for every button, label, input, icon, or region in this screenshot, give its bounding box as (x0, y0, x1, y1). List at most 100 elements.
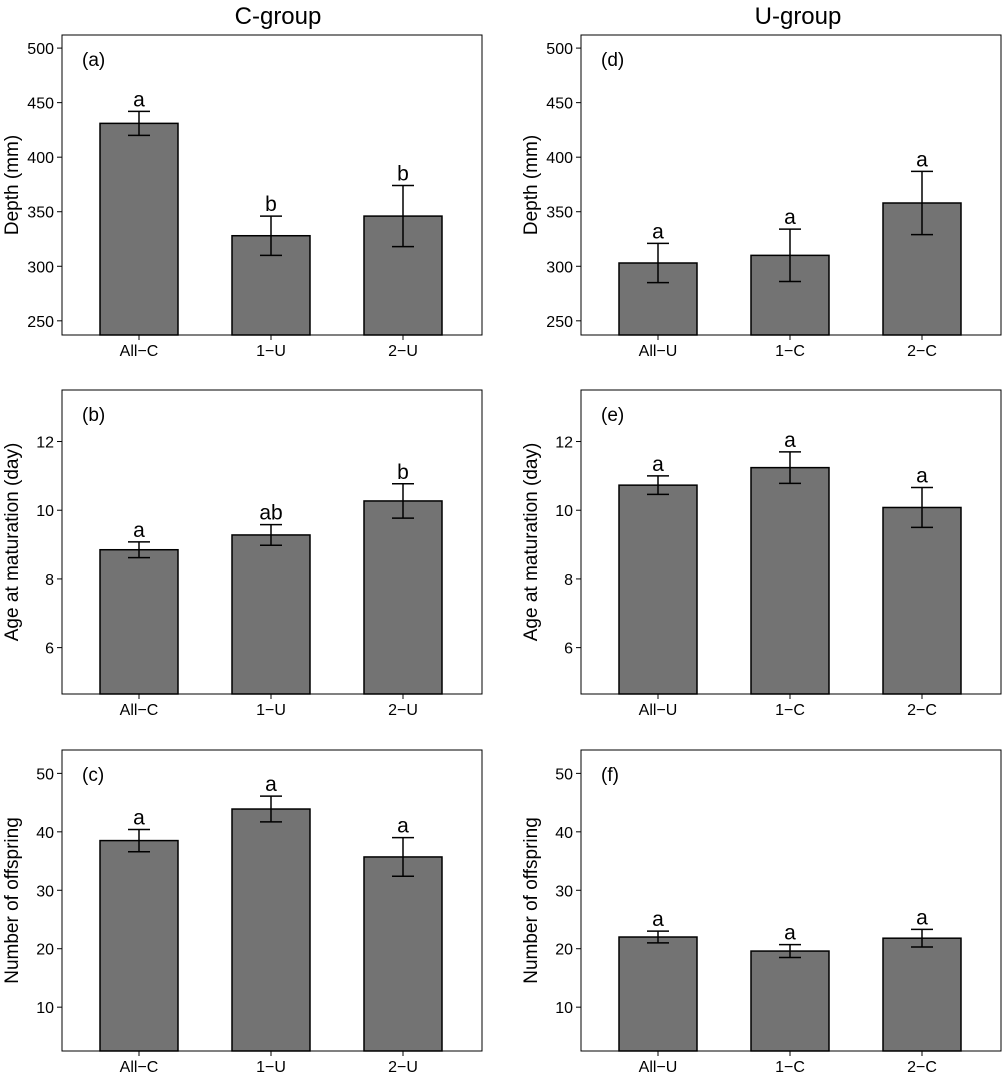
significance-letter: b (397, 461, 409, 484)
y-tick-label: 300 (27, 259, 54, 276)
y-tick-label: 250 (27, 314, 54, 331)
y-tick-label: 450 (27, 96, 54, 113)
significance-letter: b (265, 193, 277, 216)
y-tick-label: 250 (546, 314, 573, 331)
x-tick-label: 2−C (907, 1059, 937, 1074)
y-tick-label: 50 (36, 766, 54, 783)
y-tick-label: 30 (555, 883, 573, 900)
column-title-u-group: U-group (755, 3, 842, 30)
x-tick-label: All−U (639, 343, 678, 360)
x-tick-label: 1−C (775, 1059, 805, 1074)
x-tick-label: 1−C (775, 702, 805, 719)
y-tick-label: 10 (555, 1000, 573, 1017)
bar-0 (618, 484, 698, 695)
bar-0 (99, 548, 179, 695)
bar-0 (99, 839, 179, 1052)
x-tick-label: 2−C (907, 702, 937, 719)
y-axis-title: Number of offspring (2, 817, 23, 984)
y-tick-label: 40 (555, 825, 573, 842)
x-tick-label: 2−U (388, 702, 418, 719)
y-tick-label: 500 (546, 41, 573, 58)
panel-label: (a) (82, 50, 105, 71)
y-tick-label: 40 (36, 825, 54, 842)
significance-letter: a (784, 922, 796, 945)
significance-letter: a (916, 148, 928, 171)
significance-letter: a (133, 806, 145, 829)
y-axis-title: Depth (mm) (2, 135, 23, 235)
significance-letter: a (784, 206, 796, 229)
y-tick-label: 12 (36, 435, 54, 452)
bar-1 (750, 466, 830, 695)
significance-letter: b (397, 163, 409, 186)
y-axis-title: Number of offspring (521, 817, 542, 984)
significance-letter: a (652, 453, 664, 476)
panel-label: (d) (601, 50, 624, 71)
y-tick-label: 300 (546, 259, 573, 276)
y-tick-label: 20 (36, 942, 54, 959)
significance-letter: a (133, 88, 145, 111)
column-title-c-group: C-group (235, 3, 322, 30)
significance-letter: a (133, 519, 145, 542)
y-tick-label: 350 (546, 205, 573, 222)
y-tick-label: 500 (27, 41, 54, 58)
y-tick-label: 8 (45, 572, 54, 589)
y-tick-label: 6 (564, 641, 573, 658)
x-tick-label: 1−C (775, 343, 805, 360)
y-axis-title: Age at maturation (day) (2, 443, 23, 642)
y-tick-label: 450 (546, 96, 573, 113)
y-tick-label: 30 (36, 883, 54, 900)
significance-letter: a (916, 465, 928, 488)
panel-0: 250 300 350 400 450 500 Depth (mm) (a) a All−C b 1−… (2, 34, 483, 360)
x-tick-label: All−C (120, 1059, 159, 1074)
y-tick-label: 400 (546, 150, 573, 167)
y-axis-title: Depth (mm) (521, 135, 542, 235)
panel-label: (c) (82, 765, 104, 786)
significance-letter: a (652, 908, 664, 931)
panel-label: (b) (82, 405, 105, 426)
significance-letter: a (265, 773, 277, 796)
significance-letter: a (652, 220, 664, 243)
x-tick-label: 2−U (388, 1059, 418, 1074)
bar-1 (231, 808, 311, 1052)
bar-2 (882, 937, 962, 1052)
y-axis-title: Age at maturation (day) (521, 443, 542, 642)
y-tick-label: 400 (27, 150, 54, 167)
y-tick-label: 12 (555, 435, 573, 452)
significance-letter: a (397, 815, 409, 838)
bar-2 (363, 856, 443, 1052)
bar-0 (99, 122, 179, 336)
y-tick-label: 6 (45, 641, 54, 658)
x-tick-label: 1−U (256, 1059, 286, 1074)
x-tick-label: 1−U (256, 702, 286, 719)
y-tick-label: 8 (564, 572, 573, 589)
y-tick-label: 10 (36, 1000, 54, 1017)
significance-letter: a (916, 906, 928, 929)
panel-5: 10 20 30 40 50 Number of offspring (f) a All−U a 1… (521, 749, 1002, 1074)
bar-0 (618, 936, 698, 1052)
x-tick-label: 2−U (388, 343, 418, 360)
y-tick-label: 50 (555, 766, 573, 783)
x-tick-label: All−C (120, 702, 159, 719)
bar-2 (882, 506, 962, 695)
bar-1 (231, 534, 311, 695)
significance-letter: ab (259, 502, 282, 525)
x-tick-label: All−U (639, 1059, 678, 1074)
x-tick-label: 2−C (907, 343, 937, 360)
bar-1 (750, 950, 830, 1052)
panel-1: 6 8 10 12 Age at maturation (day) (b) a All−C ab… (2, 389, 483, 719)
panel-3: 250 300 350 400 450 500 Depth (mm) (d) a All−U a 1−… (521, 34, 1002, 360)
y-tick-label: 10 (36, 503, 54, 520)
panels: 250 300 350 400 450 500 Depth (mm) (a) a All−C b 1−… (2, 34, 1002, 1074)
y-tick-label: 350 (27, 205, 54, 222)
panel-label: (f) (601, 765, 619, 786)
panel-2: 10 20 30 40 50 Number of offspring (c) a All−C a 1… (2, 749, 483, 1074)
bar-2 (363, 500, 443, 695)
y-tick-label: 20 (555, 942, 573, 959)
panel-label: (e) (601, 405, 624, 426)
x-tick-label: All−U (639, 702, 678, 719)
x-tick-label: All−C (120, 343, 159, 360)
x-tick-label: 1−U (256, 343, 286, 360)
y-tick-label: 10 (555, 503, 573, 520)
panel-4: 6 8 10 12 Age at maturation (day) (e) a All−U a 1… (521, 389, 1002, 719)
